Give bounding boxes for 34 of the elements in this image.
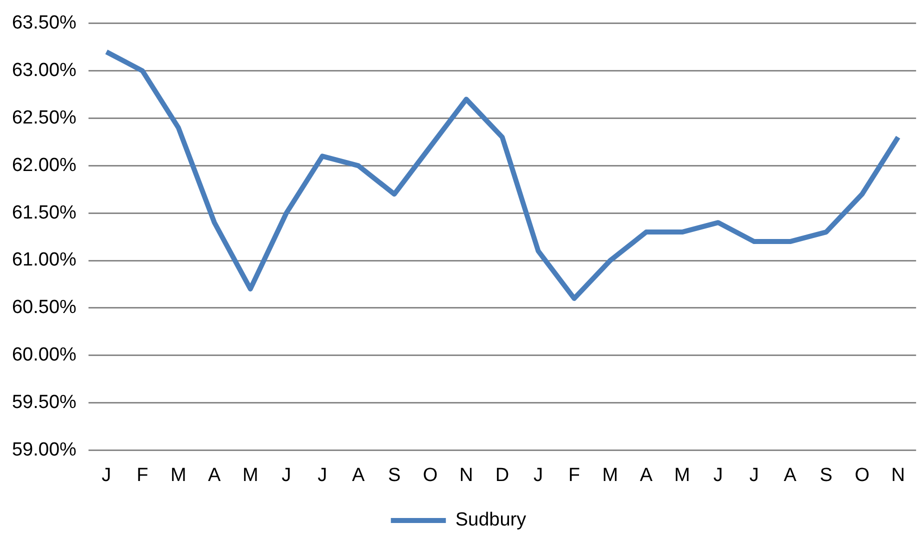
y-tick-label: 59.50%	[12, 392, 77, 414]
x-tick-label: M	[170, 464, 186, 486]
y-tick-label: 63.00%	[12, 60, 77, 82]
x-tick-label: J	[713, 464, 723, 486]
y-tick-label: 61.00%	[12, 250, 77, 271]
y-tick-label: 62.50%	[12, 107, 77, 128]
y-tick-label: 61.50%	[12, 202, 77, 224]
x-tick-label: M	[674, 464, 690, 486]
x-tick-label: F	[136, 464, 148, 486]
x-tick-label: S	[820, 464, 832, 486]
x-tick-label: F	[568, 464, 580, 486]
legend-label: Sudbury	[455, 510, 527, 531]
x-tick-label: A	[208, 464, 222, 486]
x-tick-label: J	[749, 464, 759, 486]
y-tick-label: 62.00%	[12, 154, 77, 176]
y-tick-label: 60.50%	[12, 297, 77, 318]
x-tick-label: J	[534, 464, 543, 486]
x-tick-label: N	[459, 464, 474, 486]
x-tick-label: A	[784, 464, 797, 486]
x-tick-label: M	[602, 464, 618, 486]
x-tick-label: O	[854, 464, 870, 486]
x-tick-label: S	[388, 464, 401, 486]
x-tick-label: A	[640, 464, 653, 486]
y-tick-label: 59.00%	[12, 439, 77, 460]
y-tick-label: 63.50%	[12, 12, 77, 34]
y-tick-label: 60.00%	[12, 344, 77, 366]
x-tick-label: M	[242, 464, 258, 486]
x-tick-label: D	[495, 464, 510, 486]
x-tick-label: O	[422, 464, 438, 486]
x-tick-label: J	[318, 464, 328, 486]
x-tick-label: A	[352, 464, 365, 486]
x-tick-label: J	[102, 464, 112, 486]
x-tick-label: J	[282, 464, 292, 486]
x-tick-label: N	[891, 464, 905, 486]
